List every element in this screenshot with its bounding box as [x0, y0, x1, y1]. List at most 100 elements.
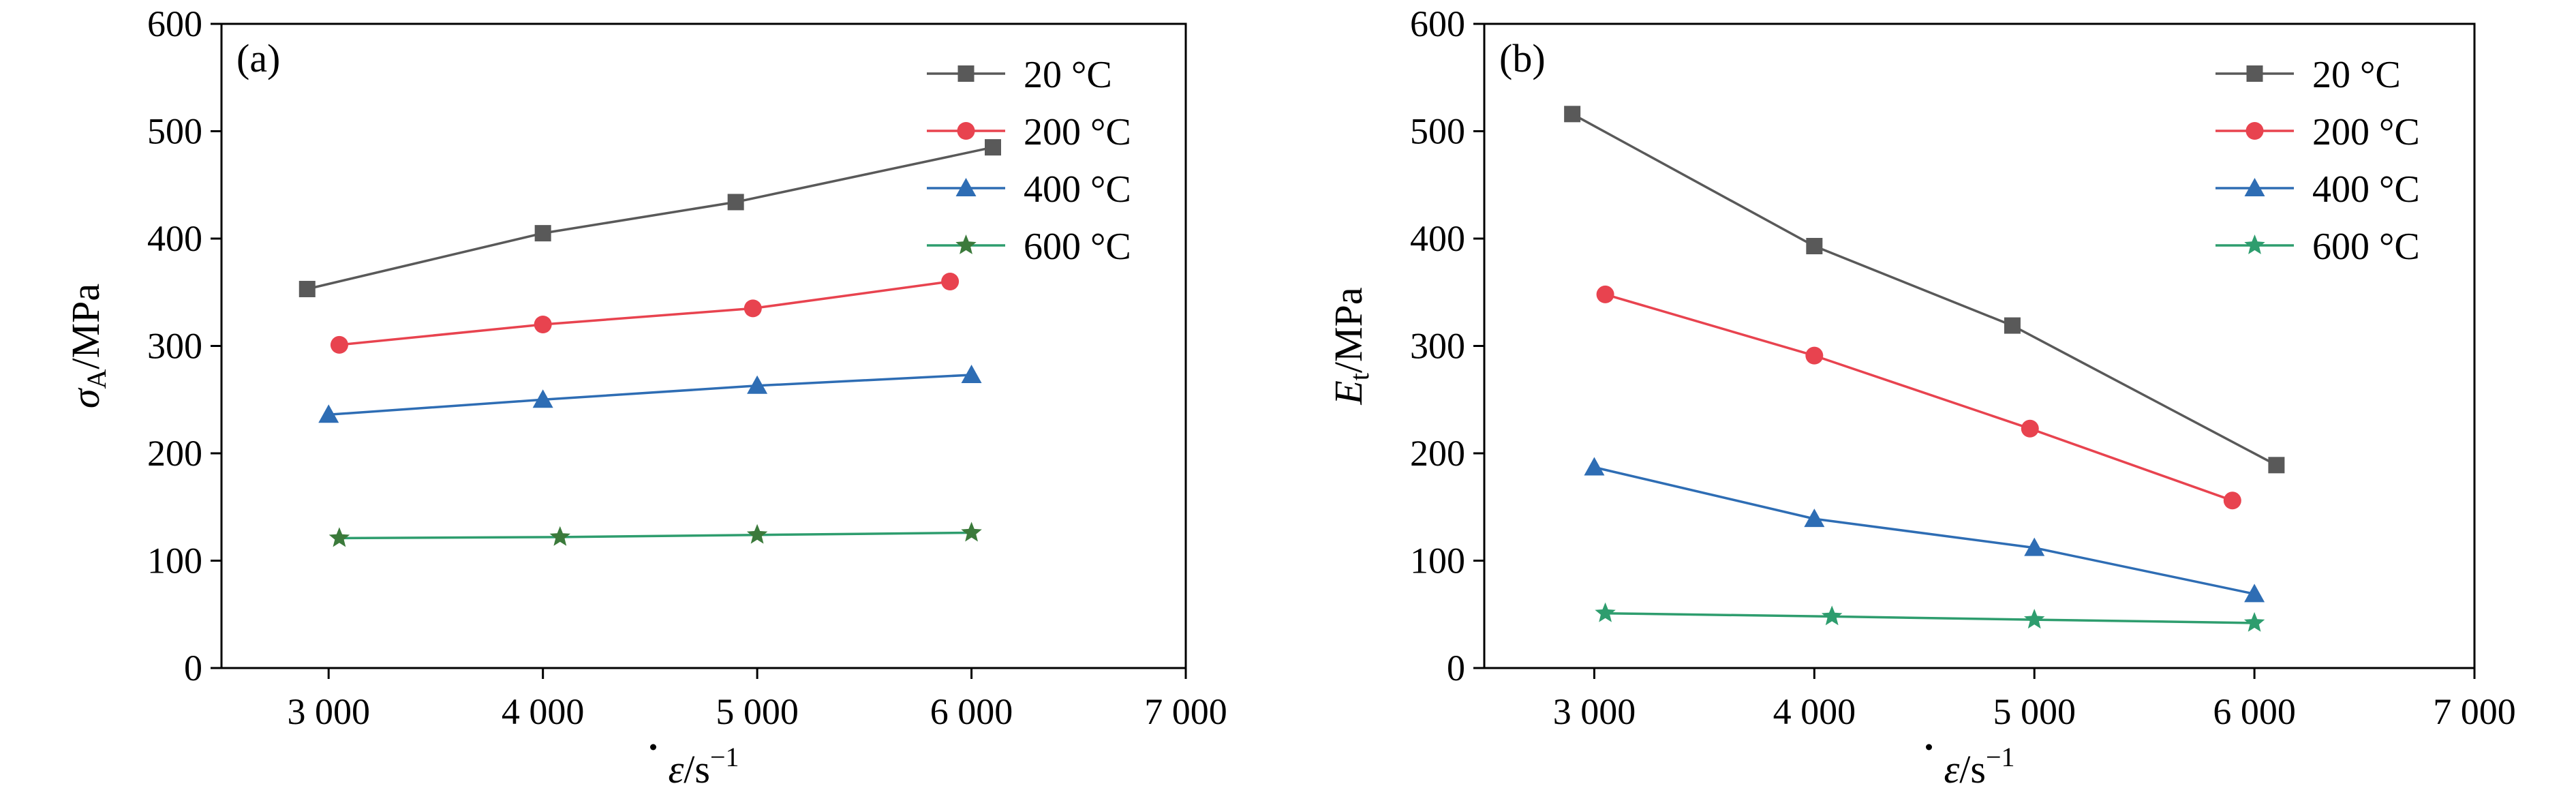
series-line: [1605, 293, 2233, 502]
x-tick-label: 3 000: [1553, 691, 1636, 732]
legend-label: 600 °C: [2312, 226, 2420, 268]
series-line: [339, 531, 972, 540]
x-tick-label: 6 000: [2213, 691, 2296, 732]
series-0: [1564, 106, 2285, 474]
y-axis-label: σA/MPa: [63, 284, 112, 408]
series-3: [1595, 602, 2265, 632]
y-tick-label: 500: [147, 111, 202, 152]
series-3: [328, 521, 982, 547]
data-point: [2024, 537, 2045, 556]
data-point: [1584, 457, 1605, 476]
chart-panel-b: 0 100 200 300 400 500 600 3 000 4 000 5 000 6 000 7…: [1326, 3, 2516, 791]
x-tick-label: 4 000: [1773, 691, 1856, 732]
x-tick-label: 5 000: [716, 691, 799, 732]
x-tick-label: 6 000: [930, 691, 1013, 732]
data-point: [2268, 457, 2285, 474]
data-point: [549, 526, 570, 546]
series-line: [1571, 112, 2278, 466]
x-tick-label: 4 000: [502, 691, 585, 732]
legend: 20 °C 200 °C 400 °C 600 °C: [2215, 54, 2420, 268]
x-tick-label: 7 000: [1144, 691, 1227, 732]
data-point: [2223, 491, 2241, 510]
x-axis-label: ε/s−1: [1944, 742, 2014, 791]
data-point: [985, 139, 1001, 156]
legend-label: 600 °C: [1024, 226, 1131, 268]
y-tick-label: 300: [1410, 326, 1465, 367]
y-tick-label: 0: [184, 648, 202, 688]
data-point: [727, 194, 744, 211]
x-tick-label: 3 000: [287, 691, 370, 732]
data-point: [1564, 106, 1581, 123]
y-tick-label: 100: [1410, 541, 1465, 581]
data-point: [532, 389, 553, 408]
y-tick-label: 500: [1410, 111, 1465, 152]
series-line: [1605, 611, 2255, 624]
data-point: [298, 281, 316, 298]
legend-label: 200 °C: [1024, 111, 1131, 153]
chart-panel-a: 0 100 200 300 400 500 600 3 000 4 000 5 000 6 000 7…: [63, 3, 1227, 791]
legend-marker: [957, 65, 975, 82]
series-2: [318, 365, 982, 423]
data-point: [747, 375, 768, 394]
data-point: [1821, 605, 1843, 626]
y-tick-label: 600: [147, 3, 202, 44]
data-point: [534, 225, 551, 242]
data-point: [2021, 419, 2039, 438]
data-point: [961, 521, 982, 542]
data-point: [318, 404, 339, 423]
data-point: [1806, 238, 1823, 255]
data-point: [743, 299, 762, 318]
data-point: [2024, 609, 2045, 629]
data-point: [2244, 584, 2265, 603]
legend: 20 °C 200 °C 400 °C 600 °C: [927, 54, 1131, 268]
data-point: [2243, 611, 2265, 632]
series-line: [339, 280, 951, 346]
data-point: [961, 365, 982, 384]
legend-label: 200 °C: [2312, 111, 2420, 153]
legend-label: 400 °C: [2312, 168, 2420, 211]
data-point: [2004, 317, 2021, 334]
y-tick-label: 0: [1447, 648, 1465, 688]
series-line: [307, 146, 994, 290]
panel-label: (b): [1499, 36, 1546, 80]
legend-marker: [2246, 65, 2263, 82]
legend-marker: [2244, 234, 2265, 254]
y-tick-label: 400: [1410, 218, 1465, 259]
legend-marker: [2245, 122, 2264, 140]
series-line: [328, 374, 972, 416]
data-point: [1596, 285, 1614, 303]
x-tick-label: 7 000: [2433, 691, 2516, 732]
data-point: [534, 316, 552, 333]
series-2: [1584, 457, 2265, 603]
panel-label: (a): [236, 36, 280, 80]
data-point: [330, 335, 348, 354]
series-1: [1596, 285, 2241, 510]
y-axis-label: Et/MPa: [1326, 287, 1375, 405]
epsilon-dot: [1926, 744, 1932, 751]
series-1: [330, 273, 960, 354]
data-point: [746, 524, 768, 544]
epsilon-dot: [650, 744, 656, 751]
legend-marker: [957, 122, 975, 140]
legend-label: 400 °C: [1024, 168, 1131, 211]
y-tick-label: 300: [147, 326, 202, 367]
y-tick-label: 400: [147, 218, 202, 259]
series-line: [1594, 466, 2255, 596]
legend-marker: [955, 178, 977, 196]
series-0: [298, 139, 1001, 298]
data-point: [1804, 509, 1825, 528]
y-tick-label: 600: [1410, 3, 1465, 44]
data-point: [1805, 346, 1824, 365]
x-tick-label: 5 000: [1993, 691, 2076, 732]
y-tick-label: 200: [147, 433, 202, 474]
data-point: [941, 273, 960, 290]
data-point: [1595, 602, 1616, 622]
data-point: [328, 527, 350, 547]
y-tick-label: 200: [1410, 433, 1465, 474]
legend-marker: [2244, 178, 2265, 196]
x-axis-label: ε/s−1: [668, 742, 739, 791]
y-tick-label: 100: [147, 541, 202, 581]
legend-label: 20 °C: [1024, 54, 1112, 96]
legend-marker: [955, 234, 977, 254]
